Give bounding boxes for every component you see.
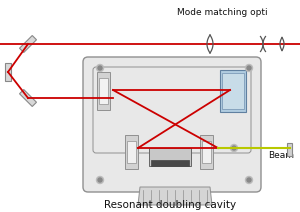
Bar: [125, 135, 138, 169]
Polygon shape: [5, 63, 11, 81]
Circle shape: [245, 64, 253, 71]
Text: Mode matching opti: Mode matching opti: [177, 8, 267, 17]
Bar: [149, 148, 191, 166]
Circle shape: [247, 66, 251, 70]
Bar: [220, 70, 246, 112]
Circle shape: [232, 146, 236, 150]
Bar: [222, 73, 244, 109]
Bar: [97, 72, 110, 110]
Circle shape: [97, 177, 104, 184]
Text: Resonant doubling cavity: Resonant doubling cavity: [104, 200, 236, 210]
Circle shape: [245, 177, 253, 184]
Bar: [200, 135, 213, 169]
FancyBboxPatch shape: [83, 57, 261, 192]
Bar: [127, 141, 136, 163]
Text: Beam: Beam: [268, 151, 294, 159]
Bar: [287, 143, 292, 156]
Circle shape: [230, 145, 238, 152]
Polygon shape: [20, 36, 37, 53]
Circle shape: [97, 64, 104, 71]
Circle shape: [247, 178, 251, 182]
Bar: [151, 160, 189, 166]
Bar: [202, 141, 211, 163]
Polygon shape: [138, 187, 212, 205]
Bar: [99, 78, 108, 104]
Polygon shape: [20, 89, 37, 106]
Circle shape: [98, 66, 102, 70]
Circle shape: [98, 178, 102, 182]
